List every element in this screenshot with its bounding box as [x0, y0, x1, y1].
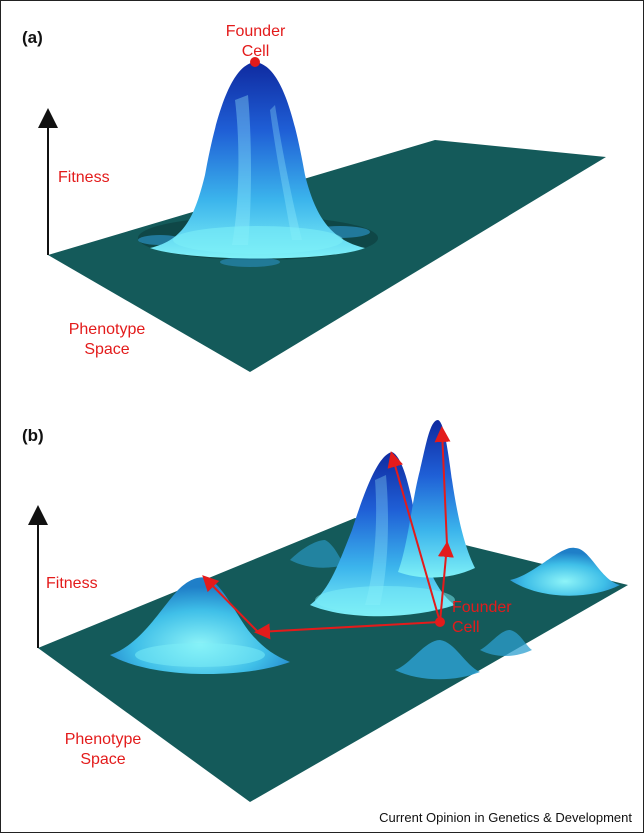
panel-b-small-hill-front: [395, 640, 480, 680]
panel-b-founder-label-line2: Cell: [452, 619, 480, 636]
panel-a-peak-highlight: [232, 95, 251, 245]
panel-a-ripple: [220, 257, 280, 267]
panel-a-founder-cell-label: Founder Cell: [218, 22, 293, 62]
panel-a-phenotype-label-line1: Phenotype: [68, 321, 146, 338]
panel-b-small-hill-front-right: [480, 630, 532, 656]
panel-b-label: (b): [22, 426, 44, 445]
panel-b-trajectory-arrow-middle-peak: [387, 451, 441, 623]
panel-b-small-hill-right: [510, 547, 620, 596]
panel-a-label: (a): [22, 28, 43, 47]
panel-b-phenotype-space-label: Phenotype Space: [58, 730, 148, 770]
panel-b-landscape: [28, 420, 628, 802]
panel-b-left-hill-foot-glow: [135, 643, 265, 667]
panel-a-peak-highlight: [270, 105, 302, 240]
panel-b-founder-label-line1: Founder: [452, 599, 512, 616]
panel-b-fitness-label: Fitness: [46, 575, 98, 592]
panel-a-founder-label-line1: Founder: [225, 23, 286, 40]
panel-a-peak-foot-glow: [173, 226, 343, 254]
panel-b-trajectory-arrow-right: [437, 541, 454, 623]
panel-b-trajectory-arrow-right-up: [434, 426, 451, 546]
panel-b-peak-foot-glow: [315, 586, 455, 614]
panel-b-trajectory-arrow-left-up: [202, 575, 259, 633]
panel-a-founder-cell-dot: [250, 57, 260, 67]
panel-a-phenotype-plane: [48, 140, 606, 372]
panel-b-trajectory-arrow-left: [254, 621, 441, 640]
panel-a-phenotype-space-label: Phenotype Space: [62, 320, 152, 360]
panel-b-phenotype-label-line2: Space: [80, 751, 126, 768]
panel-a-fitness-peak: [150, 62, 365, 259]
panel-b-founder-cell-dot: [435, 617, 445, 627]
panel-a-phenotype-label-line2: Space: [84, 341, 130, 358]
panel-a-founder-label-line2: Cell: [241, 43, 270, 60]
panel-b-phenotype-label-line1: Phenotype: [64, 731, 142, 748]
journal-credit: Current Opinion in Genetics & Developmen…: [379, 810, 632, 825]
panel-a-fitness-label: Fitness: [58, 169, 110, 186]
panel-b-back-peak: [398, 420, 475, 578]
panel-b-small-ridge-back: [290, 540, 345, 568]
panel-a-landscape: [38, 57, 606, 372]
panel-b-founder-cell-label: Founder Cell: [452, 598, 512, 638]
panel-b-peak-highlight: [365, 475, 388, 605]
